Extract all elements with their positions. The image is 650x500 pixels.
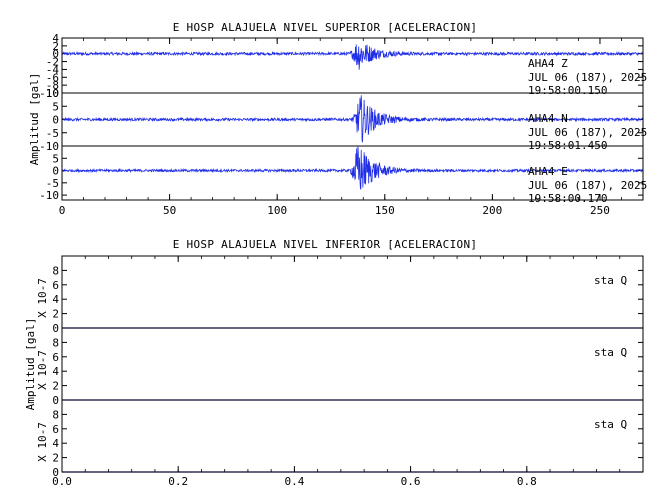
y-tick-label: 2: [52, 452, 59, 465]
x-tick-label: 250: [590, 204, 610, 217]
y-tick-label: -8: [46, 79, 59, 92]
y-tick-label: 4: [52, 437, 59, 450]
y-tick-label: 4: [52, 32, 59, 45]
chart-title: E HOSP ALAJUELA NIVEL SUPERIOR [ACELERAC…: [173, 21, 478, 34]
y-tick-label: 2: [52, 380, 59, 393]
scale-label: X 10-7: [36, 422, 49, 462]
y-tick-label: 10: [46, 87, 59, 100]
y-tick-label: 5: [52, 152, 59, 165]
y-tick-label: 2: [52, 40, 59, 53]
y-tick-label: 0: [52, 48, 59, 61]
x-tick-label: 0.2: [168, 475, 188, 488]
station-label: sta Q: [594, 418, 627, 431]
y-tick-label: -2: [46, 56, 59, 69]
x-tick-label: 0.0: [52, 475, 72, 488]
y-tick-label: 2: [52, 308, 59, 321]
y-tick-label: 0: [52, 114, 59, 127]
y-axis-label: Amplitud [gal]: [28, 73, 41, 166]
station-label: AHA4 N: [528, 112, 568, 125]
scale-label: X 10-7: [36, 278, 49, 318]
y-tick-label: 8: [52, 408, 59, 421]
x-tick-label: 100: [267, 204, 287, 217]
x-tick-label: 0: [59, 204, 66, 217]
y-tick-label: 6: [52, 351, 59, 364]
station-label: AHA4 Z: [528, 57, 568, 70]
x-tick-label: 0.8: [517, 475, 537, 488]
chart-title: E HOSP ALAJUELA NIVEL INFERIOR [ACELERAC…: [173, 238, 478, 251]
date-label: JUL 06 (187), 2025: [528, 179, 647, 192]
y-tick-label: 6: [52, 423, 59, 436]
station-label: sta Q: [594, 346, 627, 359]
seismic-trace: [61, 44, 644, 70]
x-tick-label: 200: [482, 204, 502, 217]
plot-frame: [61, 37, 644, 201]
y-tick-label: -4: [46, 63, 60, 76]
y-tick-label: 0: [52, 165, 59, 178]
time-label: 19:58:00.150: [528, 84, 607, 97]
y-tick-label: -5: [46, 177, 59, 190]
seismic-trace: [61, 95, 644, 143]
y-tick-label: 6: [52, 279, 59, 292]
date-label: JUL 06 (187), 2025: [528, 71, 647, 84]
station-label: sta Q: [594, 274, 627, 287]
y-tick-label: 0: [52, 394, 59, 407]
panel-1: 02 46 8 sta Q X 10-7: [36, 264, 643, 335]
y-axis-label: Amplitud [gal]: [24, 318, 37, 411]
y-tick-label: -10: [39, 140, 59, 153]
plot-frame: [61, 255, 644, 473]
y-tick-label: 8: [52, 264, 59, 277]
x-tick-label: 0.4: [284, 475, 304, 488]
panel-2: 02 46 8 sta Q X 10-7: [36, 327, 643, 407]
x-tick-label: 50: [163, 204, 176, 217]
x-tick-label: 0.6: [401, 475, 421, 488]
y-tick-label: 5: [52, 100, 59, 113]
time-label: 19:58:00.170: [528, 192, 607, 205]
x-tick-label: 150: [375, 204, 395, 217]
panel-3: 02 46 8 sta Q X 10-7: [36, 399, 643, 479]
y-tick-label: -10: [39, 189, 59, 202]
y-tick-label: -10: [39, 87, 59, 100]
seismic-trace: [61, 145, 644, 190]
y-tick-label: 8: [52, 336, 59, 349]
scale-label: X 10-7: [36, 350, 49, 390]
y-tick-label: -6: [46, 71, 59, 84]
y-tick-label: -5: [46, 127, 59, 140]
y-tick-label: 4: [52, 365, 59, 378]
date-label: JUL 06 (187), 2025: [528, 126, 647, 139]
y-tick-label: 0: [52, 322, 59, 335]
y-tick-label: 0: [52, 466, 59, 479]
y-tick-label: 4: [52, 293, 59, 306]
station-label: AHA4 E: [528, 165, 568, 178]
